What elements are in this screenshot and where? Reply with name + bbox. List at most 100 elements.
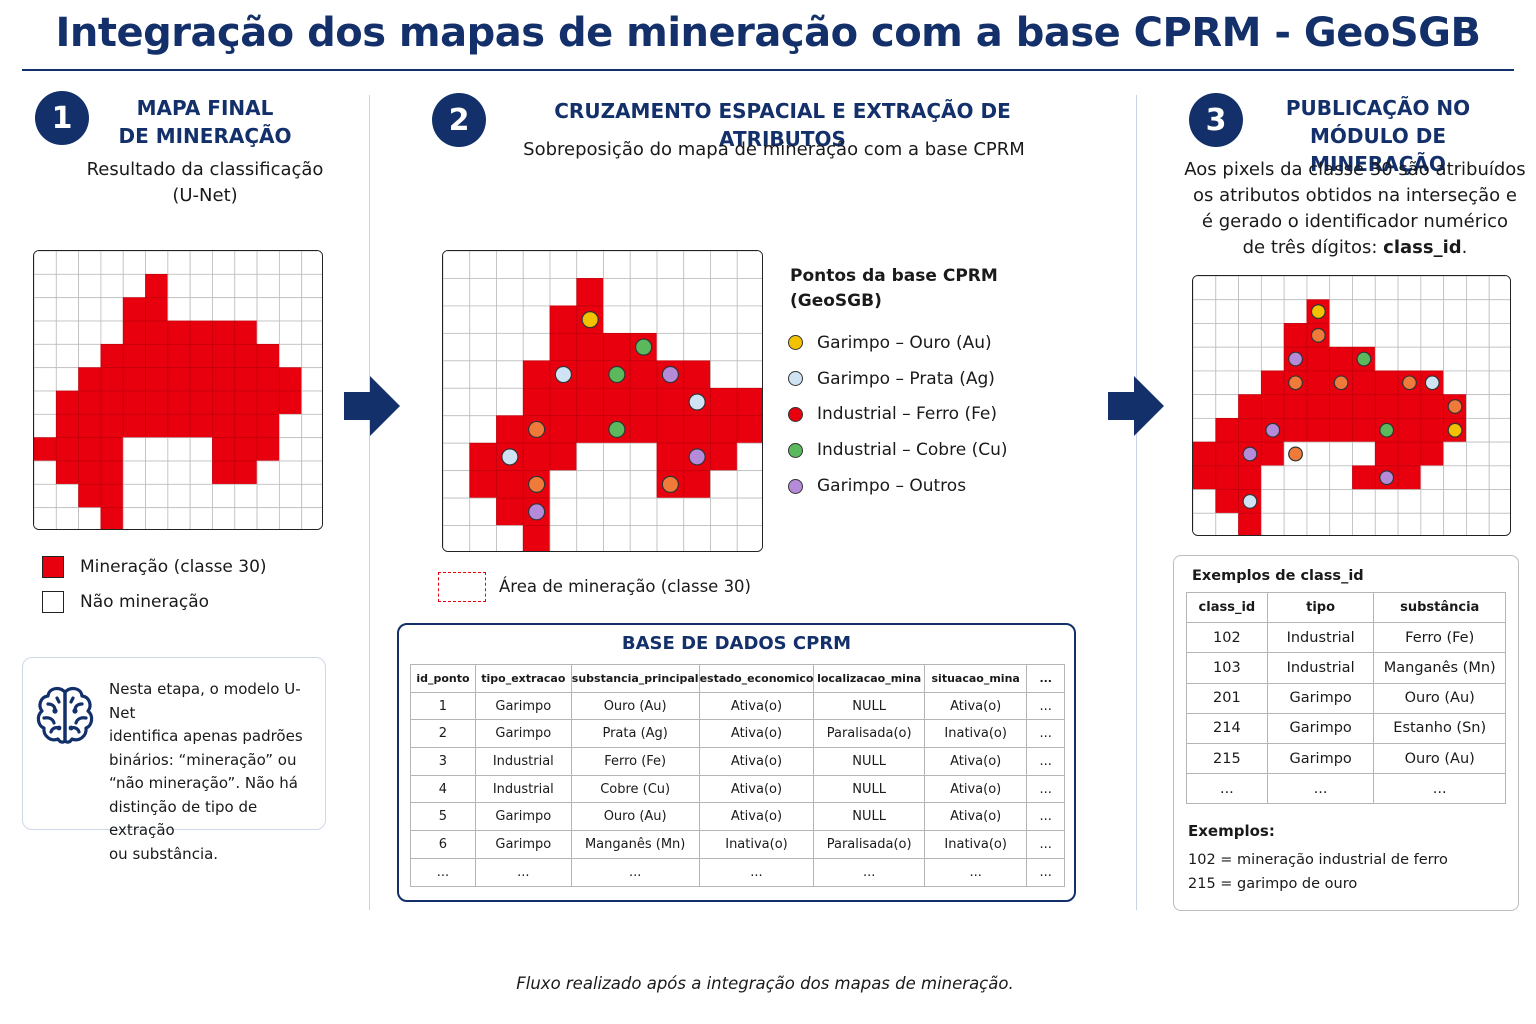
cprm-point-marker: [581, 311, 599, 329]
grid-cell: [167, 273, 191, 299]
grid-cell: [34, 251, 57, 275]
grid-cell: [576, 251, 604, 279]
figure-caption: Fluxo realizado após a integração dos ma…: [516, 974, 1014, 993]
grid-cell: [278, 273, 303, 299]
grid-cell: [1306, 489, 1331, 514]
grid-cell: [78, 273, 102, 299]
grid-cell: [122, 460, 146, 485]
grid-cell: [1466, 394, 1490, 419]
cprm-point-marker: [527, 475, 546, 493]
table-row: 215 Garimpo Ouro (Au): [1186, 742, 1506, 775]
grid-cell: [1488, 276, 1510, 301]
step-number-badge: 3: [1189, 93, 1243, 147]
grid-cell: [1443, 346, 1467, 372]
grid-cell: [443, 278, 471, 307]
grid-cell: [1215, 394, 1239, 419]
step1-subtitle-line: Resultado da classificação: [86, 159, 324, 180]
grid-cell: [1488, 441, 1510, 467]
grid-cell: [549, 278, 578, 307]
note-line: identifica apenas padrões: [109, 727, 303, 745]
grid-cell: [55, 251, 80, 275]
grid-cell: [469, 360, 497, 389]
grid-cell: [656, 332, 685, 362]
grid-cell: [603, 251, 631, 279]
mining-cell: [549, 305, 578, 334]
grid-cell: [1193, 299, 1217, 324]
grid-cell: [629, 442, 658, 472]
grid-cell: [256, 460, 280, 485]
step1-subtitle: Resultado da classificação (U-Net): [60, 157, 350, 209]
step1-subtitle-line: (U-Net): [172, 185, 238, 206]
points-legend-label: Garimpo – Outros: [817, 476, 967, 497]
grid-cell: [603, 278, 631, 307]
table-cell: 201: [1186, 682, 1268, 714]
mining-cell: [656, 387, 685, 417]
grid-cell: [301, 320, 322, 345]
mining-cell: [1397, 465, 1422, 490]
grid-cell: [278, 413, 303, 439]
mining-cell: [78, 367, 102, 392]
non-mining-swatch: [42, 591, 64, 613]
table-cell: Industrial: [474, 747, 572, 776]
cprm-point-marker: [608, 420, 626, 439]
mining-cell: [576, 387, 604, 417]
grid-cell: [1488, 417, 1510, 443]
step1-heading-line: MAPA FINAL: [136, 96, 274, 120]
grid-cell: [1443, 441, 1467, 467]
mining-cell: [167, 367, 191, 392]
grid-cell: [1329, 276, 1353, 301]
mining-cell: [736, 415, 762, 444]
grid-cell: [736, 497, 762, 526]
grid-cell: [34, 507, 57, 529]
mining-cell: [212, 367, 236, 392]
cprm-point-marker: [1379, 422, 1395, 438]
grid-cell: [34, 367, 57, 392]
mining-cell: [100, 367, 124, 392]
grid-cell: [301, 483, 322, 509]
points-legend-item: Garimpo – Outros: [788, 468, 1008, 504]
mining-cell: [100, 437, 124, 462]
table-cell: Industrial: [1266, 652, 1375, 684]
table-cell: NULL: [813, 802, 925, 832]
grid-cell: [212, 273, 236, 299]
grid-cell: [1306, 441, 1331, 467]
grid-cell: [301, 507, 322, 529]
grid-cell: [234, 297, 258, 322]
page-title: Integração dos mapas de mineração com a …: [55, 10, 1481, 56]
mining-cell: [145, 413, 169, 439]
grid-cell: [1260, 299, 1285, 324]
cprm-point-marker: [1310, 304, 1326, 320]
grid-cell: [496, 387, 524, 417]
table-cell: 102: [1186, 622, 1268, 654]
mining-cell: [234, 343, 258, 369]
grid-cell: [656, 251, 685, 279]
grid-cell: [549, 470, 578, 499]
mining-cell: [1420, 417, 1445, 443]
grid-cell: [656, 497, 685, 526]
table-cell: ...: [1266, 773, 1375, 805]
column-header: tipo_extracao: [474, 664, 572, 693]
grid-cell: [683, 251, 711, 279]
mining-cell: [100, 343, 124, 369]
grid-cell: [1260, 489, 1285, 514]
grid-cell: [122, 437, 146, 462]
grid-cell: [443, 360, 471, 389]
mining-cell: [167, 413, 191, 439]
grid-cell: [301, 251, 322, 275]
grid-cell: [55, 297, 80, 322]
step3-description-line: é gerado o identificador numérico: [1201, 211, 1509, 232]
grid-cell: [278, 483, 303, 509]
mining-cell: [256, 437, 280, 462]
grid-cell: [496, 278, 524, 307]
grid-cell: [1488, 346, 1510, 372]
grid-cell: [1466, 346, 1490, 372]
cprm-point-marker: [501, 448, 519, 466]
grid-cell: [736, 332, 762, 362]
points-legend-item: Industrial – Cobre (Cu): [788, 432, 1008, 468]
grid-cell: [683, 278, 711, 307]
cprm-point-marker: [661, 475, 680, 493]
table-cell: Paralisada(o): [813, 830, 925, 859]
grid-cell: [145, 460, 169, 485]
grid-cell: [603, 497, 631, 526]
grid-cell: [78, 507, 102, 529]
